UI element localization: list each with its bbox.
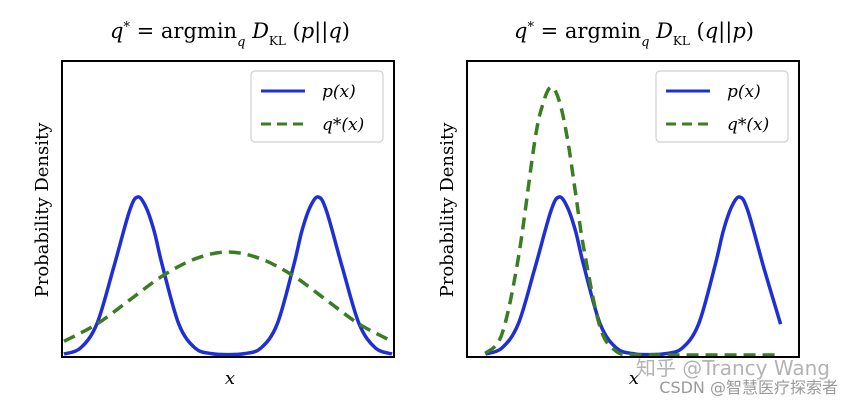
right-panel-lines [484, 85, 783, 357]
left-panel-legend: p(x) q*(x) [250, 70, 384, 143]
right-panel-ylabel: Probability Density [437, 122, 458, 298]
left-panel-title: q* = argminq DKL (p||q) [110, 19, 350, 50]
left-panel: q* = argminq DKL (p||q) Probability Dens… [32, 19, 395, 389]
left-panel-axes-frame [61, 60, 395, 358]
left-legend-label-q: q*(x) [322, 115, 364, 135]
left-panel-lines [63, 195, 393, 357]
left-panel-ylabel: Probability Density [32, 122, 53, 298]
right-panel-title: q* = argminq DKL (q||p) [514, 19, 754, 50]
right-series-p-line [484, 195, 783, 357]
right-panel-axes-frame [466, 60, 800, 358]
right-legend-label-p: p(x) [727, 82, 761, 102]
right-panel-xlabel: x [629, 368, 639, 389]
watermark-zhihu: 知乎 @Trancy Wang [636, 356, 830, 380]
right-series-q-line [484, 85, 781, 357]
left-legend-label-p: p(x) [322, 82, 356, 102]
right-panel-legend: p(x) q*(x) [655, 70, 789, 143]
right-legend-label-q: q*(x) [727, 115, 769, 135]
left-series-p-line [63, 195, 393, 357]
left-series-q-line [63, 250, 393, 343]
right-panel: q* = argminq DKL (q||p) Probability Dens… [437, 19, 800, 389]
watermark-csdn: CSDN @智慧医疗探索者 [659, 378, 838, 397]
left-panel-xlabel: x [225, 368, 235, 389]
